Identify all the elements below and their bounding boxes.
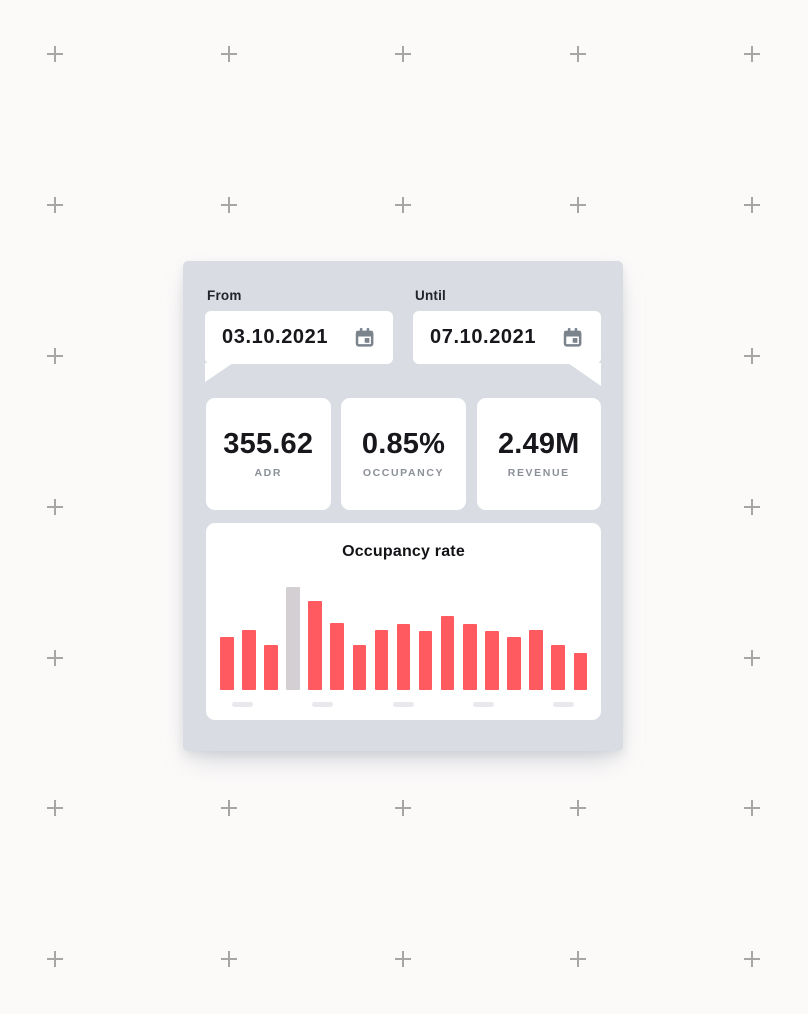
axis-tick-dash xyxy=(312,702,334,707)
plus-marker-icon xyxy=(395,197,411,213)
bar[interactable] xyxy=(529,630,543,690)
plus-marker-icon xyxy=(744,800,760,816)
axis-tick-dash xyxy=(392,702,414,707)
bar[interactable] xyxy=(573,653,587,690)
from-input-tail xyxy=(205,363,233,382)
plus-marker-icon xyxy=(744,197,760,213)
plus-marker-icon xyxy=(744,46,760,62)
bar[interactable] xyxy=(396,624,411,690)
plus-marker-icon xyxy=(47,46,63,62)
stat-card-adr: 355.62 ADR xyxy=(206,398,331,510)
bar[interactable] xyxy=(330,623,344,690)
plus-marker-icon xyxy=(744,650,760,666)
chart-title: Occupancy rate xyxy=(342,543,465,560)
plus-marker-icon xyxy=(395,46,411,62)
until-date-input[interactable]: 07.10.2021 xyxy=(413,311,601,386)
plus-marker-icon xyxy=(47,197,63,213)
plus-marker-icon xyxy=(395,800,411,816)
plus-marker-icon xyxy=(47,650,63,666)
until-date-value: 07.10.2021 xyxy=(430,326,537,348)
plus-marker-icon xyxy=(221,951,237,967)
adr-label: ADR xyxy=(254,466,283,479)
plus-marker-icon xyxy=(221,46,237,62)
bar[interactable] xyxy=(551,645,565,690)
bar[interactable] xyxy=(374,630,389,690)
revenue-label: REVENUE xyxy=(507,466,570,479)
until-label: Until xyxy=(415,288,446,303)
until-input-tail xyxy=(568,363,601,386)
from-date-input[interactable]: 03.10.2021 xyxy=(205,311,393,382)
occupancy-chart-card: Occupancy rate xyxy=(206,523,601,720)
occupancy-value: 0.85% xyxy=(361,428,446,461)
plus-marker-icon xyxy=(570,197,586,213)
plus-marker-icon xyxy=(570,46,586,62)
from-label: From xyxy=(207,288,242,303)
bar-highlighted[interactable] xyxy=(286,587,300,690)
plus-marker-icon xyxy=(744,499,760,515)
x-axis-tick-placeholders xyxy=(232,702,574,707)
axis-tick-dash xyxy=(553,702,574,707)
bar[interactable] xyxy=(507,637,521,690)
plus-marker-icon xyxy=(47,951,63,967)
bar[interactable] xyxy=(220,637,234,690)
plus-marker-icon xyxy=(744,348,760,364)
plus-marker-icon xyxy=(395,951,411,967)
plus-marker-icon xyxy=(47,499,63,515)
stats-row: 355.62 ADR 0.85% OCCUPANCY 2.49M REVENUE xyxy=(206,398,601,510)
plus-marker-icon xyxy=(744,951,760,967)
bar[interactable] xyxy=(308,601,322,690)
axis-tick-dash xyxy=(232,702,253,707)
plus-marker-icon xyxy=(570,800,586,816)
bar[interactable] xyxy=(485,631,499,690)
plus-marker-icon xyxy=(47,800,63,816)
plus-marker-icon xyxy=(221,800,237,816)
stat-card-occupancy: 0.85% OCCUPANCY xyxy=(341,398,466,510)
plus-marker-icon xyxy=(221,197,237,213)
plus-marker-icon xyxy=(570,951,586,967)
bar[interactable] xyxy=(242,630,256,690)
revenue-value: 2.49M xyxy=(497,428,580,461)
axis-tick-dash xyxy=(472,702,494,707)
stat-card-revenue: 2.49M REVENUE xyxy=(476,398,601,510)
from-date-value: 03.10.2021 xyxy=(222,326,329,348)
occupancy-label: OCCUPANCY xyxy=(362,466,445,479)
bar[interactable] xyxy=(264,645,278,690)
bar[interactable] xyxy=(352,645,367,690)
bars xyxy=(220,587,587,690)
bar[interactable] xyxy=(463,624,477,690)
adr-value: 355.62 xyxy=(223,428,314,461)
bar[interactable] xyxy=(440,616,455,690)
calendar-icon[interactable] xyxy=(561,326,584,349)
calendar-icon[interactable] xyxy=(353,326,376,349)
dashboard-card: From 03.10.2021 Until 07.10.2021 xyxy=(183,261,623,751)
bar[interactable] xyxy=(418,631,433,690)
plus-marker-icon xyxy=(47,348,63,364)
